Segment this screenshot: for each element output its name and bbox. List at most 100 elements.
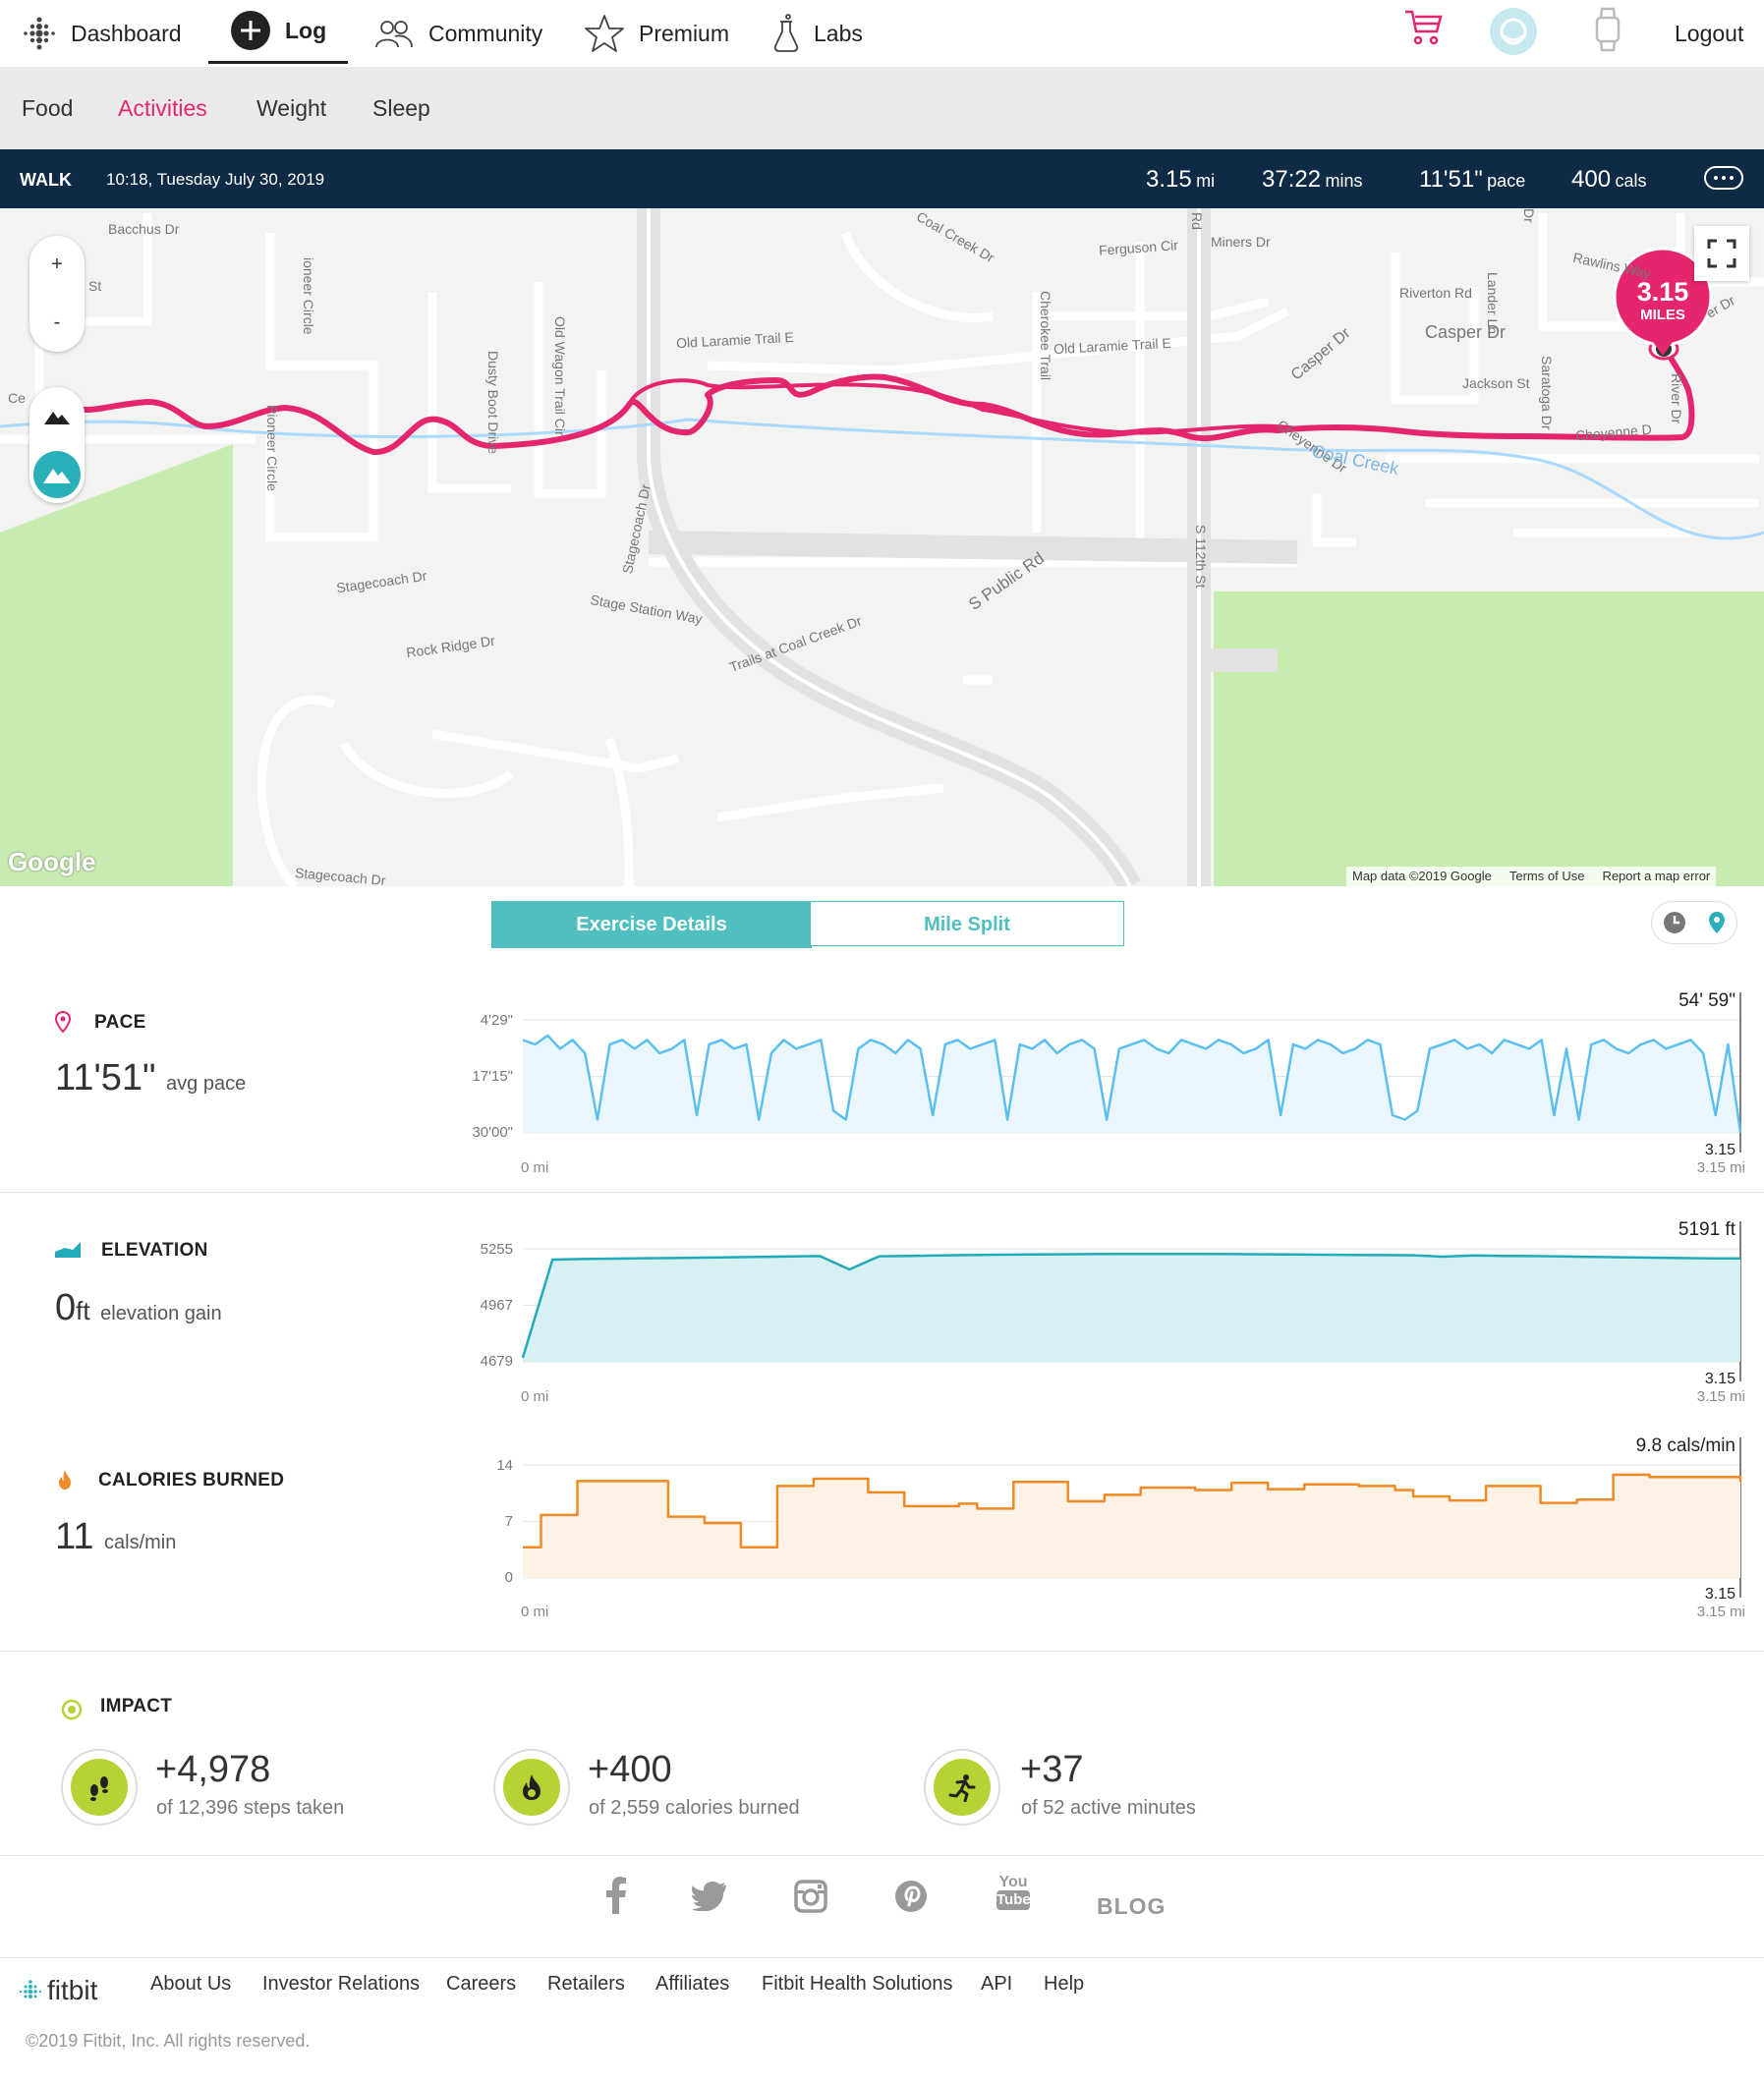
calories-value: 400 (1571, 166, 1612, 193)
location-pin-icon[interactable] (1708, 911, 1726, 934)
elevation-x-start: 0 mi (521, 1388, 549, 1405)
more-options-button[interactable] (1704, 166, 1743, 190)
nav-dashboard[interactable]: Dashboard (22, 0, 182, 67)
youtube-you: You (998, 1874, 1028, 1890)
footer-link-retailers[interactable]: Retailers (547, 1973, 625, 1995)
instagram-icon[interactable] (794, 1880, 827, 1918)
pace-series-line (522, 1034, 1742, 1134)
distance-marker: 3.15 MILES (1615, 277, 1711, 323)
street-label: Dusty Boot Drive (485, 351, 501, 455)
street-label: ioneer Circle (301, 257, 316, 335)
footer-link-investors[interactable]: Investor Relations (262, 1973, 421, 1995)
elevation-summary-value: 0 (55, 1287, 77, 1328)
nav-labs[interactable]: Labs (772, 0, 863, 67)
nav-log-label: Log (285, 17, 327, 43)
mountain-icon (44, 411, 70, 424)
fullscreen-button[interactable] (1694, 226, 1749, 281)
terrain-button[interactable] (29, 387, 85, 445)
calories-impact-sub: of 2,559 calories burned (589, 1797, 800, 1819)
street-label: Jackson St (1462, 375, 1530, 391)
distance-value: 3.15 (1146, 166, 1192, 193)
marker-value: 3.15 (1636, 277, 1689, 307)
street-label: Cherokee Trail (1038, 291, 1053, 381)
nav-community[interactable]: Community (373, 0, 542, 67)
zoom-in-button[interactable]: + (51, 253, 63, 275)
exercise-summary-bar: WALK 10:18, Tuesday July 30, 2019 3.15 m… (0, 149, 1764, 208)
youtube-icon[interactable]: You Tube (996, 1874, 1031, 1910)
nav-dashboard-label: Dashboard (71, 20, 182, 46)
logout-link[interactable]: Logout (1675, 20, 1744, 46)
calories-impact-value: +400 (588, 1749, 672, 1790)
target-icon (61, 1699, 83, 1725)
footer-logo[interactable]: fitbit (20, 1975, 97, 2006)
subnav-food[interactable]: Food (22, 95, 74, 121)
pace-stat: 11'51" pace (1419, 149, 1525, 208)
distance-unit: mi (1196, 171, 1216, 191)
street-label: Ce (8, 390, 26, 406)
calories-ytick: 7 (504, 1513, 513, 1530)
cart-icon[interactable] (1403, 8, 1443, 52)
divider (0, 1957, 1764, 1958)
elevation-max-label: 5191 ft (1678, 1219, 1736, 1240)
marker-unit: MILES (1640, 307, 1685, 323)
twitter-icon[interactable] (692, 1882, 727, 1916)
plus-circle-icon (231, 11, 270, 50)
tab-mile-split[interactable]: Mile Split (810, 901, 1124, 946)
pace-area (523, 1035, 1740, 1133)
map-type-active-icon (33, 450, 81, 498)
pinterest-icon[interactable] (894, 1880, 928, 1918)
blog-link[interactable]: BLOG (1097, 1893, 1167, 1919)
calories-ytick: 0 (504, 1569, 513, 1586)
pace-x-start: 0 mi (521, 1159, 549, 1176)
divider (0, 1192, 1764, 1193)
route-map[interactable]: Bacchus Dr St Ce ioneer Circle Pioneer C… (0, 208, 1764, 886)
street-label: Dr (1521, 208, 1537, 223)
subnav-sleep[interactable]: Sleep (372, 95, 430, 121)
calories-summary: 11 cals/min (55, 1516, 176, 1558)
satellite-button[interactable] (29, 445, 85, 503)
subnav-weight[interactable]: Weight (256, 95, 327, 121)
pace-summary-sub: avg pace (166, 1073, 247, 1095)
elevation-label: ELEVATION (101, 1240, 208, 1261)
map-data-text: Map data ©2019 Google (1352, 869, 1492, 883)
footer-link-help[interactable]: Help (1044, 1973, 1085, 1995)
footsteps-icon (90, 1776, 108, 1801)
active-impact-sub: of 52 active minutes (1021, 1797, 1196, 1819)
tab-exercise-details[interactable]: Exercise Details (491, 901, 812, 948)
active-minutes-badge (924, 1749, 1000, 1826)
footer-link-careers[interactable]: Careers (446, 1973, 517, 1995)
report-link[interactable]: Report a map error (1602, 869, 1711, 883)
avatar[interactable] (1490, 8, 1537, 55)
pace-x-end: 3.15 mi (1696, 1159, 1745, 1176)
runner-icon (948, 1774, 976, 1802)
pace-label: PACE (94, 1012, 146, 1033)
divider (0, 1855, 1764, 1856)
nav-community-label: Community (428, 20, 543, 46)
nav-log[interactable]: Log (208, 0, 348, 64)
calories-label: CALORIES BURNED (98, 1470, 285, 1491)
facebook-icon[interactable] (605, 1877, 627, 1919)
steps-impact-sub: of 12,396 steps taken (156, 1797, 345, 1819)
copyright: ©2019 Fitbit, Inc. All rights reserved. (26, 2031, 311, 2051)
pace-x-end-value: 3.15 (1704, 1142, 1736, 1158)
footer-link-api[interactable]: API (981, 1973, 1013, 1995)
impact-label: IMPACT (100, 1696, 173, 1716)
active-impact-value: +37 (1020, 1749, 1084, 1790)
youtube-tube: Tube (996, 1890, 1031, 1910)
footer-link-affiliates[interactable]: Affiliates (655, 1973, 730, 1995)
flask-icon (773, 14, 799, 52)
elevation-summary: 0ft elevation gain (55, 1287, 222, 1329)
clock-icon[interactable] (1663, 911, 1686, 934)
terms-link[interactable]: Terms of Use (1508, 869, 1585, 883)
nav-premium[interactable]: Premium (584, 0, 729, 67)
exercise-datetime: 10:18, Tuesday July 30, 2019 (106, 170, 325, 189)
footer-link-health[interactable]: Fitbit Health Solutions (762, 1973, 953, 1995)
people-icon (375, 21, 413, 48)
watch-icon[interactable] (1594, 6, 1622, 58)
flame-icon (523, 1774, 541, 1800)
calories-ytick: 14 (496, 1457, 513, 1474)
map-canvas (0, 208, 1764, 886)
zoom-out-button[interactable]: - (53, 311, 61, 333)
subnav-activities[interactable]: Activities (118, 95, 207, 121)
footer-link-about[interactable]: About Us (150, 1973, 232, 1995)
